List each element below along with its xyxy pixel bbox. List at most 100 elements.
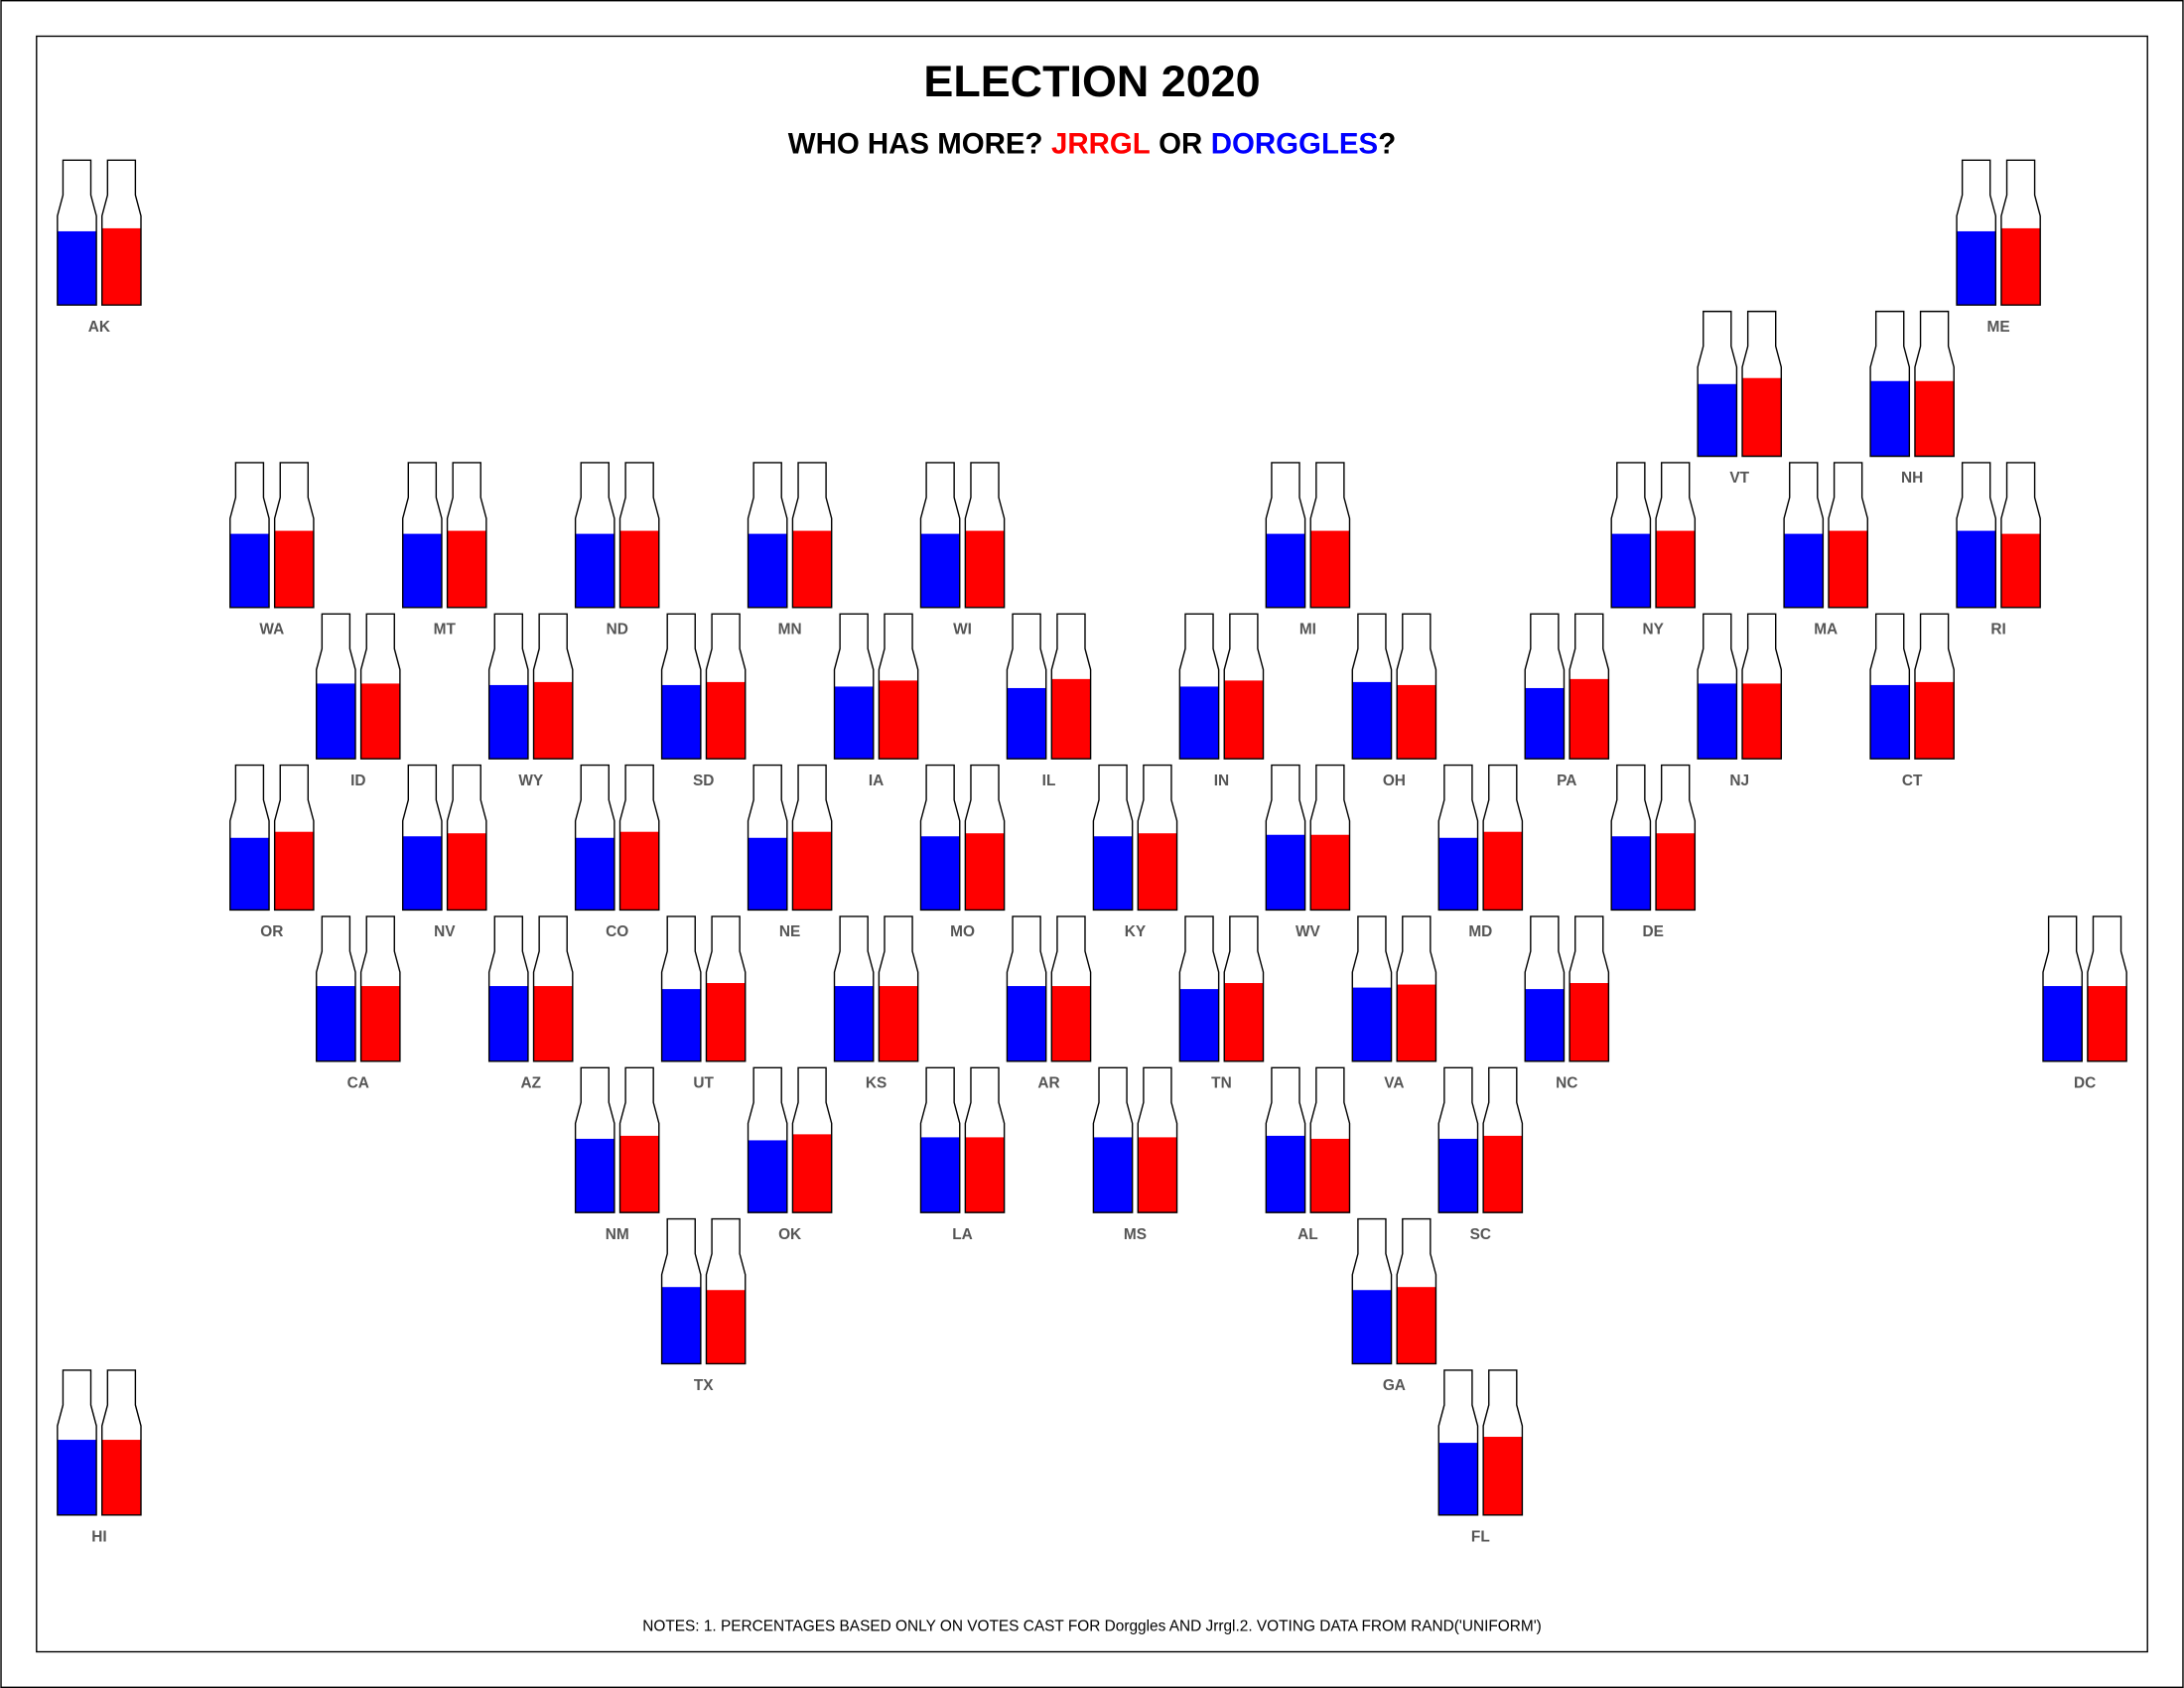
bottle-outline [1524, 915, 1566, 1062]
bottle-outline [1869, 310, 1911, 458]
bottle-outline [1050, 613, 1092, 760]
bottle-outline [57, 159, 97, 306]
bottle-outline [1137, 764, 1178, 912]
state-label: NV [434, 923, 456, 940]
bottle-fill [1310, 834, 1350, 911]
bottle-fill [575, 533, 614, 608]
bottle-outline [1396, 915, 1437, 1062]
bottle-fill [360, 683, 400, 760]
chart-title: ELECTION 2020 [923, 56, 1260, 106]
state-label: OR [260, 923, 283, 940]
state-label: ND [607, 621, 628, 637]
bottle-outline [1741, 310, 1783, 458]
bottle-fill [360, 986, 400, 1061]
bottle-outline [1655, 764, 1697, 912]
bottle-outline [919, 1066, 961, 1213]
bottle-fill [402, 836, 442, 911]
bottle-outline [1396, 1217, 1437, 1365]
bottle-fill [706, 1290, 746, 1364]
state-label: NM [606, 1226, 629, 1243]
state-label: LA [952, 1226, 973, 1243]
bottle-outline [229, 462, 270, 609]
bottle-outline [1092, 1066, 1134, 1213]
bottle-fill [834, 686, 874, 760]
state-label: MS [1124, 1226, 1147, 1243]
bottle-outline [660, 915, 702, 1062]
bottle-fill [661, 1287, 701, 1364]
bottle-fill [1483, 1437, 1523, 1515]
bottle-fill [1784, 533, 1824, 608]
bottle-fill [447, 833, 486, 911]
bottle-fill [1742, 683, 1782, 760]
bottle-fill [229, 837, 270, 911]
bottle-fill [619, 530, 659, 608]
state-label: NE [779, 923, 800, 940]
bottle-fill [402, 533, 442, 608]
state-label: WY [518, 773, 544, 789]
bottle-fill [2000, 227, 2041, 306]
bottle-fill [748, 837, 787, 911]
bottle-fill [575, 837, 614, 911]
state-label: TX [694, 1377, 714, 1394]
bottle-fill [1438, 1443, 1478, 1515]
bottle-outline [1223, 613, 1265, 760]
bottle-fill [1352, 681, 1392, 760]
state-label: NY [1643, 621, 1665, 637]
bottle-fill [1397, 1287, 1436, 1364]
bottle-fill [879, 680, 918, 760]
state-label: UT [693, 1074, 714, 1091]
bottle-fill [1698, 683, 1737, 760]
bottle-outline [618, 462, 660, 609]
legend-entry: DORGGLES [1211, 127, 1378, 160]
bottle-outline [1437, 764, 1479, 912]
bottle-outline [1697, 310, 1738, 458]
bottle-fill [879, 986, 918, 1061]
bottle-fill [1224, 983, 1264, 1061]
bottle-fill [1438, 1138, 1478, 1213]
bottle-fill [1310, 530, 1350, 608]
bottle-outline [2000, 159, 2041, 306]
bottle-outline [1437, 1369, 1479, 1516]
state-label: MT [434, 621, 457, 637]
bottle-fill [661, 684, 701, 760]
bottle-fill [1093, 1137, 1133, 1213]
bottle-fill [1828, 530, 1868, 608]
bottle-fill [1179, 989, 1219, 1061]
bottle-outline [618, 764, 660, 912]
bottle-outline [1697, 613, 1738, 760]
bottle-outline [1137, 1066, 1178, 1213]
bottle-outline [2042, 915, 2083, 1062]
bottle-outline [1524, 613, 1566, 760]
state-label: MO [950, 923, 975, 940]
state-label: ME [1987, 319, 2010, 336]
bottle-outline [1265, 462, 1306, 609]
bottle-outline [101, 159, 142, 306]
bottle-fill [316, 986, 356, 1061]
bottle-fill [533, 681, 573, 760]
subtitle-lead: WHO HAS MORE? [788, 127, 1043, 160]
bottle-fill [1051, 986, 1091, 1061]
state-label: GA [1383, 1377, 1406, 1394]
state-label: WA [259, 621, 284, 637]
legend-entry: JRRGL [1051, 127, 1151, 160]
bottle-fill [2000, 533, 2041, 608]
bottle-outline [1437, 1066, 1479, 1213]
bottle-outline [1396, 613, 1437, 760]
bottle-outline [1309, 462, 1351, 609]
bottle-outline [1741, 613, 1783, 760]
bottle-fill [834, 986, 874, 1061]
bottle-fill [1007, 986, 1046, 1061]
bottle-fill [619, 1135, 659, 1213]
bottle-fill [1957, 230, 1996, 306]
state-label: AR [1037, 1074, 1059, 1091]
bottle-outline [101, 1369, 142, 1516]
bottle-outline [1092, 764, 1134, 912]
bottle-fill [965, 833, 1005, 911]
bottle-fill [1525, 989, 1565, 1061]
bottle-fill [1007, 687, 1046, 760]
bottle-outline [359, 613, 401, 760]
bottle-fill [488, 986, 528, 1061]
bottle-outline [1178, 613, 1220, 760]
bottle-outline [401, 764, 443, 912]
bottle-fill [1266, 834, 1305, 911]
